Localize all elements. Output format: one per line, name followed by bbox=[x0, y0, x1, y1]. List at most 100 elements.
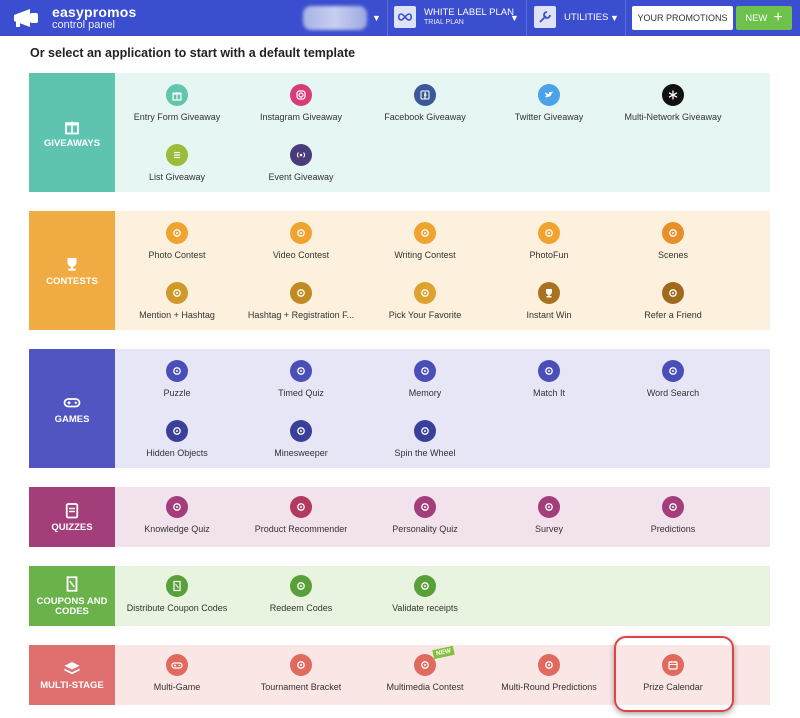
app-event-giveaway[interactable]: Event Giveaway bbox=[239, 144, 363, 182]
app-list-giveaway[interactable]: List Giveaway bbox=[115, 144, 239, 182]
list-icon bbox=[166, 144, 188, 166]
app-facebook-giveaway[interactable]: Facebook Giveaway bbox=[363, 84, 487, 122]
mine-icon bbox=[290, 420, 312, 442]
receipt-icon bbox=[414, 575, 436, 597]
puzzle-icon bbox=[166, 360, 188, 382]
plan-selector[interactable]: WHITE LABEL PLAN TRIAL PLAN bbox=[394, 6, 514, 28]
app-label: Predictions bbox=[650, 524, 696, 534]
app-instant-win[interactable]: Instant Win bbox=[487, 282, 611, 320]
section-multistage: MULTI-STAGE Multi-Game Tournament Bracket N… bbox=[29, 645, 770, 705]
app-writing-contest[interactable]: Writing Contest bbox=[363, 222, 487, 260]
app-label: Product Recommender bbox=[254, 524, 348, 534]
app-instagram-giveaway[interactable]: Instagram Giveaway bbox=[239, 84, 363, 122]
app-puzzle[interactable]: Puzzle bbox=[115, 360, 239, 398]
app-product-recommender[interactable]: Product Recommender bbox=[239, 496, 363, 534]
account-chevron-down-icon[interactable]: ▼ bbox=[372, 13, 381, 23]
page-heading: Or select an application to start with a… bbox=[30, 46, 356, 60]
app-label: Hashtag + Registration F... bbox=[247, 310, 355, 320]
app-prize-calendar[interactable]: Prize Calendar bbox=[611, 654, 735, 692]
multi-predictions-icon bbox=[538, 654, 560, 676]
app-twitter-giveaway[interactable]: Twitter Giveaway bbox=[487, 84, 611, 122]
app-label: Video Contest bbox=[272, 250, 330, 260]
category-quizzes: QUIZZES bbox=[29, 487, 115, 547]
app-hidden-objects[interactable]: Hidden Objects bbox=[115, 420, 239, 458]
app-match-it[interactable]: Match It bbox=[487, 360, 611, 398]
recommender-icon bbox=[290, 496, 312, 518]
app-label: Timed Quiz bbox=[278, 388, 324, 398]
app-label: Personality Quiz bbox=[392, 524, 458, 534]
app-distribute-coupon-codes[interactable]: Distribute Coupon Codes bbox=[115, 575, 239, 613]
app-multi-round-predictions[interactable]: Multi-Round Predictions bbox=[487, 654, 611, 692]
app-label: Multi-Game bbox=[153, 682, 201, 692]
app-hashtag-registration-f[interactable]: Hashtag + Registration F... bbox=[239, 282, 363, 320]
section-games: GAMES Puzzle Timed Quiz Memory Match It Word … bbox=[29, 349, 770, 468]
app-label: Word Search bbox=[646, 388, 700, 398]
app-mention-hashtag[interactable]: Mention + Hashtag bbox=[115, 282, 239, 320]
plan-title: WHITE LABEL PLAN bbox=[424, 7, 514, 18]
app-photofun[interactable]: PhotoFun bbox=[487, 222, 611, 260]
your-promotions-button[interactable]: YOUR PROMOTIONS bbox=[632, 6, 733, 30]
app-scenes[interactable]: Scenes bbox=[611, 222, 735, 260]
brand-name: easypromos bbox=[52, 3, 137, 20]
app-label: Puzzle bbox=[163, 388, 191, 398]
utilities-label: UTILITIES bbox=[564, 11, 609, 23]
timer-icon bbox=[290, 360, 312, 382]
account-avatar[interactable] bbox=[303, 6, 367, 30]
app-personality-quiz[interactable]: Personality Quiz bbox=[363, 496, 487, 534]
app-tournament-bracket[interactable]: Tournament Bracket bbox=[239, 654, 363, 692]
app-knowledge-quiz[interactable]: Knowledge Quiz bbox=[115, 496, 239, 534]
app-label: Facebook Giveaway bbox=[384, 112, 466, 122]
app-label: Event Giveaway bbox=[268, 172, 334, 182]
new-promotion-button[interactable]: NEW + bbox=[736, 6, 792, 30]
gamepad-icon bbox=[166, 654, 188, 676]
app-multi-game[interactable]: Multi-Game bbox=[115, 654, 239, 692]
facebook-icon bbox=[414, 84, 436, 106]
category-giveaways: GIVEAWAYS bbox=[29, 73, 115, 192]
app-multimedia-contest[interactable]: NEW Multimedia Contest bbox=[363, 645, 487, 692]
app-pick-your-favorite[interactable]: Pick Your Favorite bbox=[363, 282, 487, 320]
hashtag-form-icon bbox=[290, 282, 312, 304]
section-coupons: COUPONS AND CODES Distribute Coupon Codes… bbox=[29, 566, 770, 626]
thumbs-up-icon bbox=[414, 282, 436, 304]
brain-icon bbox=[166, 496, 188, 518]
app-label: Distribute Coupon Codes bbox=[126, 603, 228, 613]
brand-subtitle: control panel bbox=[52, 18, 115, 31]
app-label: PhotoFun bbox=[529, 250, 569, 260]
app-label: Instagram Giveaway bbox=[259, 112, 343, 122]
app-multi-network-giveaway[interactable]: Multi-Network Giveaway bbox=[611, 84, 735, 122]
app-redeem-codes[interactable]: Redeem Codes bbox=[239, 575, 363, 613]
app-label: Memory bbox=[408, 388, 442, 398]
layers-icon bbox=[64, 662, 80, 675]
trophy-icon bbox=[67, 257, 77, 271]
app-entry-form-giveaway[interactable]: Entry Form Giveaway bbox=[115, 84, 239, 122]
megaphone-logo-icon bbox=[14, 8, 38, 27]
gift-icon bbox=[166, 84, 188, 106]
app-label: Hidden Objects bbox=[146, 448, 208, 458]
app-refer-a-friend[interactable]: Refer a Friend bbox=[611, 282, 735, 320]
section-contests: CONTESTS Photo Contest Video Contest Writin… bbox=[29, 211, 770, 330]
utilities-chevron-down-icon[interactable]: ▼ bbox=[610, 13, 619, 23]
app-word-search[interactable]: Word Search bbox=[611, 360, 735, 398]
app-validate-receipts[interactable]: Validate receipts bbox=[363, 575, 487, 613]
app-label: Multi-Round Predictions bbox=[501, 682, 597, 692]
app-predictions[interactable]: Predictions bbox=[611, 496, 735, 534]
app-photo-contest[interactable]: Photo Contest bbox=[115, 222, 239, 260]
app-memory[interactable]: Memory bbox=[363, 360, 487, 398]
plan-chevron-down-icon[interactable]: ▼ bbox=[510, 13, 519, 23]
app-survey[interactable]: Survey bbox=[487, 496, 611, 534]
app-spin-the-wheel[interactable]: Spin the Wheel bbox=[363, 420, 487, 458]
app-label: Multi-Network Giveaway bbox=[624, 112, 722, 122]
asterisk-icon bbox=[662, 84, 684, 106]
logo[interactable]: easypromos control panel bbox=[0, 5, 300, 31]
category-coupons: COUPONS AND CODES bbox=[29, 566, 115, 626]
wrench-icon bbox=[534, 6, 556, 28]
utilities-menu[interactable]: UTILITIES bbox=[534, 6, 608, 28]
bracket-icon bbox=[290, 654, 312, 676]
app-video-contest[interactable]: Video Contest bbox=[239, 222, 363, 260]
prize-calendar-highlight bbox=[614, 636, 734, 712]
broadcast-icon bbox=[290, 144, 312, 166]
app-minesweeper[interactable]: Minesweeper bbox=[239, 420, 363, 458]
app-label: Scenes bbox=[657, 250, 689, 260]
app-label: Photo Contest bbox=[148, 250, 206, 260]
app-timed-quiz[interactable]: Timed Quiz bbox=[239, 360, 363, 398]
